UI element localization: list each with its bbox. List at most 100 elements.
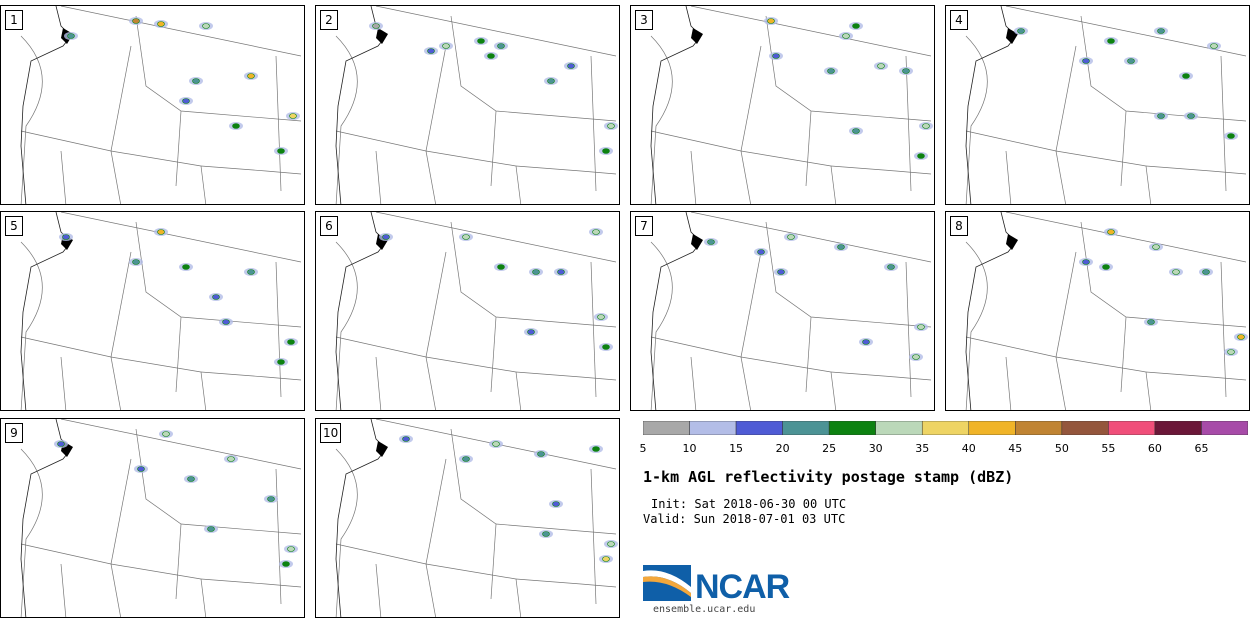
reflectivity-cell	[784, 233, 798, 241]
stamp-panel: 8	[945, 211, 1250, 411]
reflectivity-cell	[839, 32, 853, 40]
reflectivity-cell	[154, 228, 168, 236]
reflectivity-cell	[604, 540, 618, 548]
stamp-panel: 4	[945, 5, 1250, 205]
state-border	[1120, 110, 1127, 187]
ensemble-url: ensemble.ucar.edu	[653, 604, 756, 615]
reflectivity-cell	[244, 72, 258, 80]
state-border	[805, 110, 812, 187]
reflectivity-cell	[1104, 228, 1118, 236]
stamp-map	[20, 419, 302, 617]
reflectivity-cell	[129, 17, 143, 25]
init-time: Init: Sat 2018-06-30 00 UTC	[651, 497, 847, 511]
state-border	[1055, 45, 1077, 152]
state-border	[375, 212, 617, 263]
state-border	[20, 543, 202, 580]
state-border	[110, 150, 121, 204]
reflectivity-cell	[1184, 112, 1198, 120]
state-border	[1120, 316, 1127, 393]
state-border	[1055, 356, 1066, 410]
reflectivity-cell	[284, 545, 298, 553]
state-border	[450, 428, 617, 535]
state-border	[135, 221, 302, 328]
stamp-map	[20, 212, 302, 410]
state-border	[1145, 371, 1152, 410]
valid-time: Valid: Sun 2018-07-01 03 UTC	[643, 512, 846, 526]
state-border	[450, 221, 617, 328]
state-border	[335, 130, 517, 167]
reflectivity-cell	[524, 328, 538, 336]
reflectivity-cell	[286, 112, 300, 120]
stamp-panel: 1	[0, 5, 305, 205]
colorbar-bin	[782, 421, 830, 435]
state-border	[1145, 371, 1247, 381]
stamp-panel: 9	[0, 418, 305, 618]
reflectivity-cell	[1149, 243, 1163, 251]
colorbar-tick-label: 10	[682, 442, 697, 455]
reflectivity-cell	[754, 248, 768, 256]
stamp-map	[650, 6, 933, 204]
reflectivity-cell	[494, 263, 508, 271]
member-number: 1	[5, 10, 23, 30]
state-border	[1005, 150, 1012, 204]
reflectivity-cell	[219, 318, 233, 326]
reflectivity-cell	[914, 152, 928, 160]
colorbar-tick-label: 65	[1194, 442, 1209, 455]
puget-sound	[1006, 28, 1018, 44]
state-border	[765, 221, 932, 328]
state-border	[830, 371, 837, 410]
reflectivity-cell	[264, 495, 278, 503]
reflectivity-cell	[554, 268, 568, 276]
state-border	[1005, 356, 1012, 410]
state-border	[1220, 261, 1227, 398]
reflectivity-cell	[54, 440, 68, 448]
coastline	[965, 212, 1017, 410]
state-border	[60, 419, 302, 470]
reflectivity-cell	[594, 313, 608, 321]
state-border	[1145, 165, 1247, 175]
stamp-panel: 3	[630, 5, 935, 205]
state-border	[450, 15, 617, 122]
reflectivity-cell	[704, 238, 718, 246]
coastline	[650, 212, 702, 410]
colorbar-tick-label: 5	[639, 442, 647, 455]
state-border	[375, 356, 382, 410]
state-border	[515, 165, 617, 175]
state-border	[60, 150, 67, 204]
reflectivity-cell	[1014, 27, 1028, 35]
state-border	[515, 578, 522, 617]
puget-sound	[376, 441, 388, 457]
state-border	[1145, 165, 1152, 204]
stamp-map	[335, 6, 618, 204]
state-border	[830, 371, 932, 381]
state-border	[425, 458, 447, 565]
reflectivity-cell	[539, 530, 553, 538]
stamp-map	[965, 212, 1248, 410]
reflectivity-cell	[769, 52, 783, 60]
reflectivity-cell	[209, 293, 223, 301]
state-border	[1220, 55, 1227, 192]
colorbar-tick-label: 35	[915, 442, 930, 455]
colorbar-tick-label: 40	[961, 442, 976, 455]
state-border	[425, 251, 447, 358]
state-border	[1005, 6, 1247, 57]
member-number: 10	[320, 423, 342, 443]
reflectivity-cell	[859, 338, 873, 346]
state-border	[690, 150, 697, 204]
state-border	[335, 241, 358, 410]
state-border	[830, 165, 837, 204]
colorbar-tick-label: 25	[822, 442, 837, 455]
reflectivity-cell	[599, 147, 613, 155]
coastline	[650, 6, 702, 204]
reflectivity-cell	[824, 67, 838, 75]
state-border	[335, 336, 517, 373]
reflectivity-cell	[834, 243, 848, 251]
state-border	[965, 130, 1147, 167]
colorbar-bin	[875, 421, 923, 435]
state-border	[650, 35, 673, 204]
member-number: 5	[5, 216, 23, 236]
colorbar-bin	[1154, 421, 1202, 435]
state-border	[275, 468, 282, 605]
state-border	[110, 356, 121, 410]
state-border	[110, 251, 132, 358]
